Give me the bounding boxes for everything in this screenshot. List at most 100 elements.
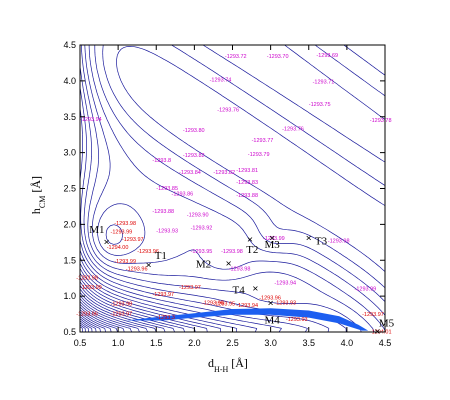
contour-label: -1293.78 (370, 118, 392, 124)
contour-label: -1293.81 (236, 168, 258, 174)
contour-label: -1293.98 (202, 301, 224, 307)
contour-line (80, 295, 157, 332)
x-axis-label: dH-H [Å] (208, 356, 248, 374)
contour-line (80, 45, 375, 332)
x-axis-label-unit: [Å] (228, 356, 248, 370)
point-label-m2: M2 (196, 258, 211, 270)
contour-label: -1293.88 (236, 193, 258, 199)
contour-label: -1293.98 (76, 276, 98, 282)
y-tick-label: 1.5 (63, 255, 76, 265)
contour-line (80, 66, 362, 332)
contour-label: -1293.97 (152, 292, 174, 298)
contour-label: -1293.96 (137, 249, 159, 255)
contour-label: -1293.95 (191, 249, 213, 255)
x-tick-label: 3.0 (264, 338, 277, 348)
contour-label: -1293.98 (221, 249, 243, 255)
contour-line (94, 45, 385, 302)
contour-line (80, 304, 133, 332)
contour-line (80, 314, 106, 332)
contour-label: -1293.82 (183, 153, 205, 159)
point-marker-m4: × (267, 297, 273, 309)
contour-label: -1293.79 (248, 152, 270, 158)
point-marker-t3: × (306, 233, 312, 245)
y-tick-label: 3.5 (63, 112, 76, 122)
contour-line (80, 316, 101, 332)
point-label-t4: T4 (233, 284, 246, 296)
x-tick-label: 1.5 (150, 338, 163, 348)
point-label-m4: M4 (265, 314, 281, 326)
x-tick-label: 4.0 (341, 338, 354, 348)
contour-label: -1293.76 (217, 108, 239, 114)
x-axis-label-main: d (208, 356, 214, 370)
contour-label: -1293.90 (187, 213, 209, 219)
contour-label: -1293.83 (236, 180, 258, 186)
contour-line (80, 311, 112, 332)
contour-label: -1293.96 (259, 296, 281, 302)
y-tick-label: 2.0 (63, 219, 76, 229)
contour-label: -1293.99 (111, 230, 133, 236)
contour-label: -1293.98 (229, 266, 251, 272)
contour-label: -1293.98 (114, 221, 136, 227)
contour-line (80, 301, 140, 332)
contour-label: -1293.93 (286, 317, 308, 323)
contour-line (80, 288, 175, 332)
minimum-energy-region (125, 308, 369, 331)
contour-label: -1293.99 (80, 285, 102, 291)
contour-label: -1293.97 (111, 312, 133, 318)
contour-label: -1293.98 (111, 302, 133, 308)
contour-line (80, 320, 93, 332)
contour-label: -1293.96 (126, 266, 148, 272)
contour-label: -1293.97 (179, 285, 201, 291)
y-axis-label-unit: [Å] (29, 176, 43, 196)
contour-line (80, 277, 208, 332)
contour-line (84, 45, 385, 331)
y-axis-label-main: h (29, 208, 43, 214)
y-tick-label: 0.5 (63, 327, 76, 337)
y-axis-label: hCM [Å] (29, 176, 47, 214)
contour-label: -1293.94 (236, 303, 258, 309)
y-tick-label: 3.0 (63, 148, 76, 158)
point-marker-m2: × (226, 258, 232, 270)
contour-label: -1293.85 (156, 186, 178, 192)
y-tick-label: 4.5 (63, 40, 76, 50)
x-tick-label: 0.5 (74, 338, 87, 348)
x-tick-label: 1.0 (112, 338, 125, 348)
contour-label: -1294.00 (107, 245, 129, 251)
x-tick-label: 4.5 (379, 338, 392, 348)
contour-label: -1293.99 (263, 236, 285, 242)
contour-line (80, 107, 330, 332)
point-label-t1: T1 (155, 250, 167, 262)
contour-label: -1293.88 (152, 209, 174, 215)
contour-label: -1293.96 (76, 312, 98, 318)
contour-label: -1293.69 (316, 53, 338, 59)
point-marker-t2: × (247, 234, 253, 246)
point-label-m1: M1 (89, 224, 104, 236)
contour-line (80, 306, 125, 332)
contour-label: -1293.93 (274, 301, 296, 307)
contour-line (80, 257, 282, 332)
contour-line (80, 292, 166, 332)
contour-label: -1293.72 (225, 54, 247, 60)
x-tick-label: 2.0 (188, 338, 201, 348)
y-tick-label: 1.0 (63, 291, 76, 301)
contour-label: -1293.70 (267, 54, 289, 60)
point-label-t2: T2 (246, 244, 258, 256)
contour-label: -1293.80 (183, 128, 205, 134)
contour-lines (80, 45, 385, 332)
y-tick-label: 4.0 (63, 76, 76, 86)
contour-line (80, 309, 118, 332)
contour-label: -1293.97 (122, 237, 144, 243)
contour-label: -1293.86 (172, 192, 194, 198)
contour-label: -1293.74 (210, 78, 232, 84)
contour-label: -1293.77 (252, 138, 274, 144)
contour-line (80, 87, 347, 332)
contour-labels: -1293.72 -1293.70 -1293.69 -1293.74 -1293.71… (76, 53, 391, 335)
contour-label: -1293.97 (362, 312, 384, 318)
contour-line (80, 298, 149, 332)
y-tick-label: 2.5 (63, 184, 76, 194)
point-label-m5: M5 (379, 317, 395, 329)
point-marker-t1: × (145, 259, 151, 271)
point-label-t3: T3 (315, 236, 328, 248)
contour-label: -1293.76 (282, 126, 304, 132)
